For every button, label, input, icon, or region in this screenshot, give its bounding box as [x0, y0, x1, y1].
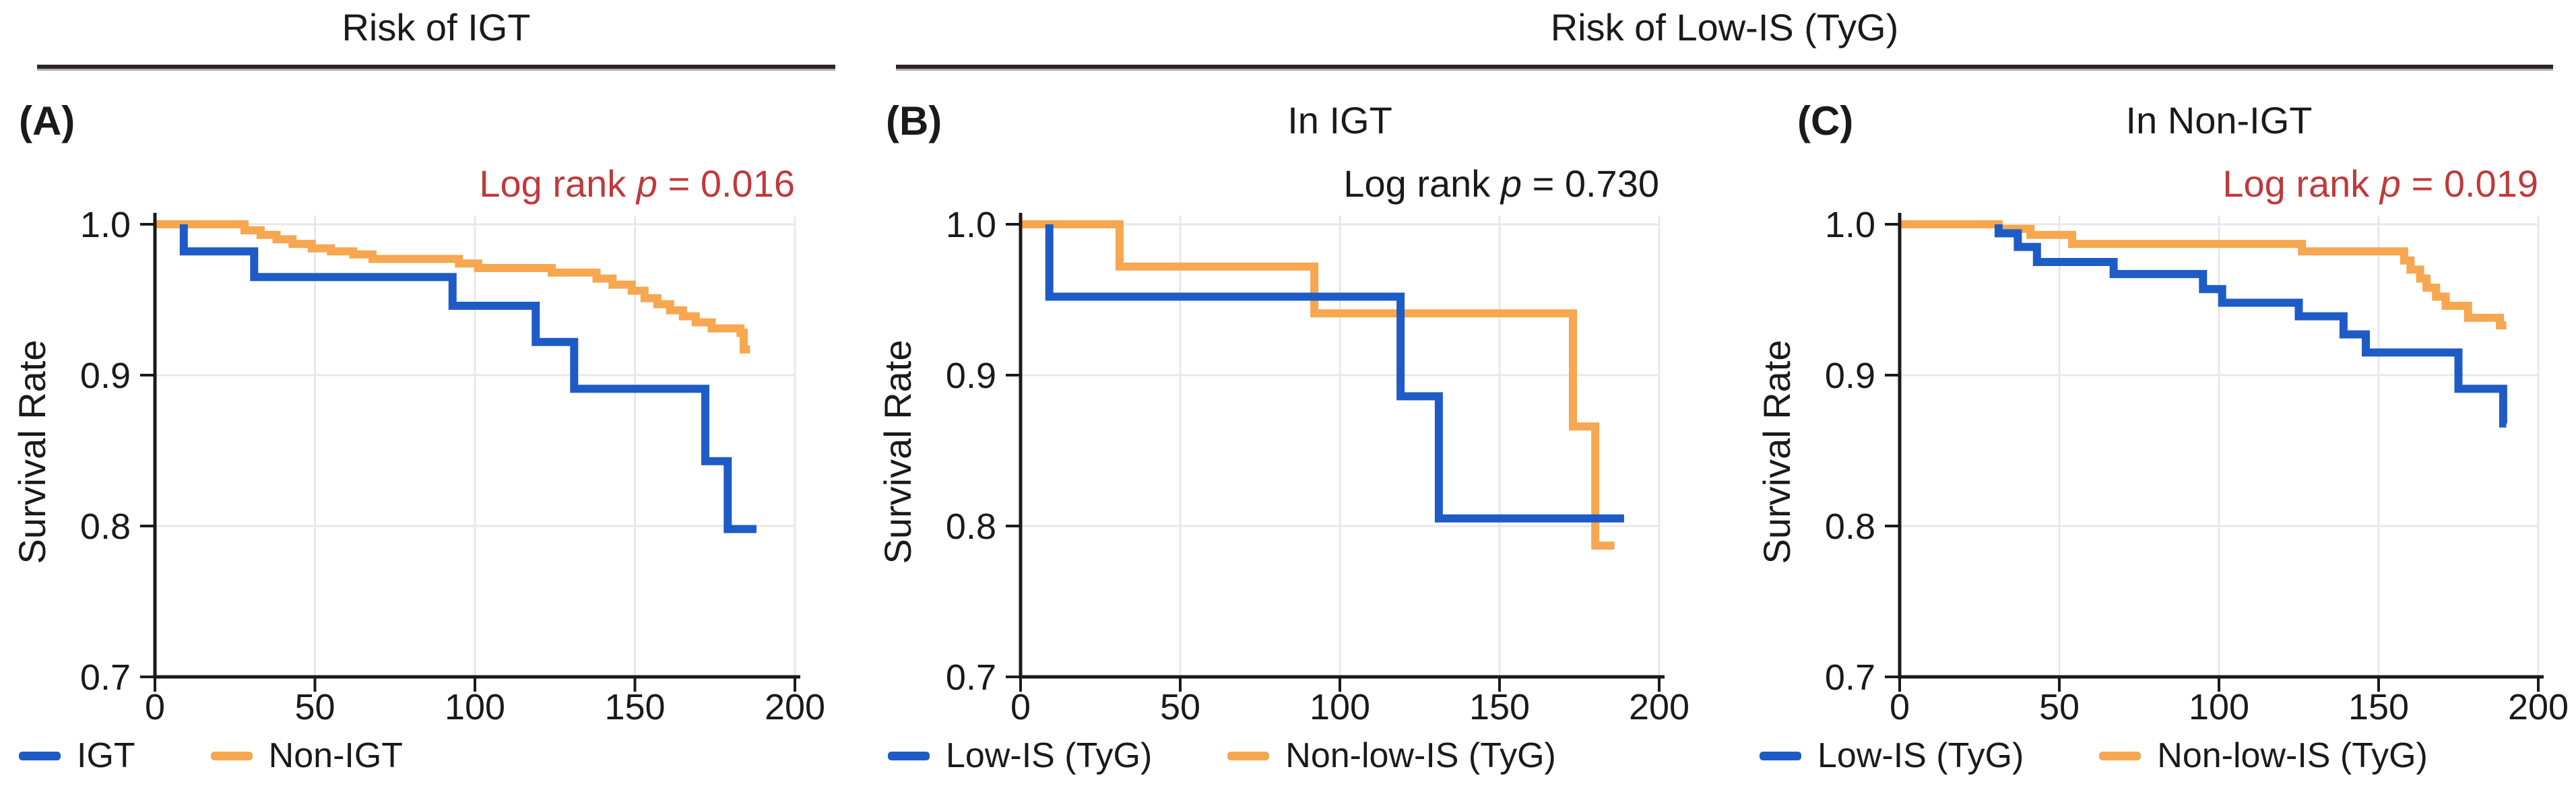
legend-label: IGT: [77, 736, 135, 775]
x-tick-label: 100: [1310, 687, 1370, 727]
header-risk-of-low-is: Risk of Low-IS (TyG): [1550, 6, 1899, 48]
legend-swatch-orange: [210, 751, 253, 760]
legend-label: Low-IS (TyG): [1817, 736, 2024, 775]
y-tick-label: 0.8: [80, 506, 131, 547]
x-tick-label: 100: [2189, 687, 2249, 727]
x-tick-label: 150: [1469, 687, 1530, 727]
x-tick-label: 150: [604, 687, 665, 727]
legend-c: Low-IS (TyG) Non-low-IS (TyG): [1760, 735, 2428, 776]
y-tick-label: 0.7: [946, 657, 996, 698]
legend-label: Non-low-IS (TyG): [2157, 736, 2428, 775]
y-tick-label: 0.7: [1825, 657, 1875, 698]
x-tick-label: 50: [1160, 687, 1200, 727]
log-rank-p-symbol: p: [1500, 162, 1522, 205]
legend-swatch-orange: [2099, 751, 2142, 760]
x-tick-label: 100: [445, 687, 505, 727]
panel-letter-a: (A): [19, 98, 75, 143]
x-tick-label: 50: [294, 687, 335, 727]
log-rank-label-c: Log rank p = 0.019: [2222, 163, 2538, 205]
legend-label: Low-IS (TyG): [946, 736, 1153, 775]
km-panel-A: 0 50 100 150 200 1.0 0.9 0.8 0.7: [80, 205, 825, 727]
km-panel-C: 0 50 100 150 200 1.0 0.9 0.8 0.7: [1825, 205, 2569, 727]
header-rule-low-is: [896, 65, 2553, 71]
x-tick-label: 0: [145, 687, 165, 727]
log-rank-value: = 0.730: [1522, 162, 1659, 205]
km-curve-non-low-is-tyg-: [1900, 220, 2507, 330]
legend-b: Low-IS (TyG) Non-low-IS (TyG): [888, 735, 1556, 776]
y-tick-label: 0.8: [946, 506, 996, 547]
legend-a: IGT Non-IGT: [19, 735, 403, 776]
header-rule-igt: [37, 65, 835, 71]
log-rank-value: = 0.016: [657, 162, 795, 205]
km-curve-low-is-tyg-: [1994, 224, 2507, 428]
log-rank-label-a: Log rank p = 0.016: [479, 163, 795, 205]
y-tick-label: 1.0: [1825, 205, 1875, 245]
legend-label: Non-low-IS (TyG): [1285, 736, 1556, 775]
km-curve-igt: [179, 224, 756, 533]
y-tick-label: 0.9: [946, 356, 996, 396]
km-panel-B: 0 50 100 150 200 1.0 0.9 0.8 0.7: [946, 205, 1689, 727]
legend-swatch-blue: [888, 751, 930, 760]
y-axis-label-a: Survival Rate: [11, 339, 53, 564]
subtitle-in-igt: In IGT: [1287, 99, 1392, 141]
x-tick-label: 0: [1010, 687, 1031, 727]
panel-letter-b: (B): [886, 98, 942, 143]
y-tick-label: 1.0: [946, 205, 996, 245]
km-curve-non-igt: [155, 220, 750, 354]
legend-item: Non-IGT: [210, 735, 404, 776]
panel-letter-c: (C): [1797, 98, 1854, 143]
km-curve-non-low-is-tyg-: [1021, 220, 1615, 550]
x-tick-label: 50: [2039, 687, 2080, 727]
x-tick-label: 150: [2348, 687, 2409, 727]
legend-item: Low-IS (TyG): [888, 735, 1152, 776]
km-curve-low-is-tyg-: [1045, 224, 1624, 523]
x-tick-label: 200: [2508, 687, 2569, 727]
y-axis-label-c: Survival Rate: [1756, 339, 1798, 564]
log-rank-text: Log rank: [479, 162, 637, 205]
x-tick-label: 200: [765, 687, 825, 727]
y-tick-label: 0.8: [1825, 506, 1875, 547]
x-tick-label: 200: [1629, 687, 1689, 727]
legend-swatch-orange: [1227, 751, 1270, 760]
log-rank-p-symbol: p: [2379, 162, 2402, 205]
x-tick-label: 0: [1890, 687, 1910, 727]
log-rank-text: Log rank: [2222, 162, 2380, 205]
legend-item: IGT: [19, 735, 135, 776]
log-rank-p-symbol: p: [636, 162, 658, 205]
log-rank-label-b: Log rank p = 0.730: [1343, 163, 1659, 205]
legend-item: Low-IS (TyG): [1760, 735, 2024, 776]
y-tick-label: 0.7: [80, 657, 131, 698]
legend-swatch-blue: [1760, 751, 1801, 760]
y-axis-label-b: Survival Rate: [876, 339, 919, 564]
y-tick-label: 1.0: [80, 205, 131, 245]
legend-label: Non-IGT: [268, 736, 404, 775]
header-risk-of-igt: Risk of IGT: [342, 6, 531, 48]
log-rank-text: Log rank: [1343, 162, 1501, 205]
legend-swatch-blue: [19, 751, 61, 760]
y-tick-label: 0.9: [1825, 356, 1875, 396]
log-rank-value: = 0.019: [2401, 162, 2538, 205]
subtitle-in-non-igt: In Non-IGT: [2125, 99, 2313, 141]
legend-item: Non-low-IS (TyG): [2099, 735, 2428, 776]
legend-item: Non-low-IS (TyG): [1227, 735, 1556, 776]
y-tick-label: 0.9: [80, 356, 131, 396]
